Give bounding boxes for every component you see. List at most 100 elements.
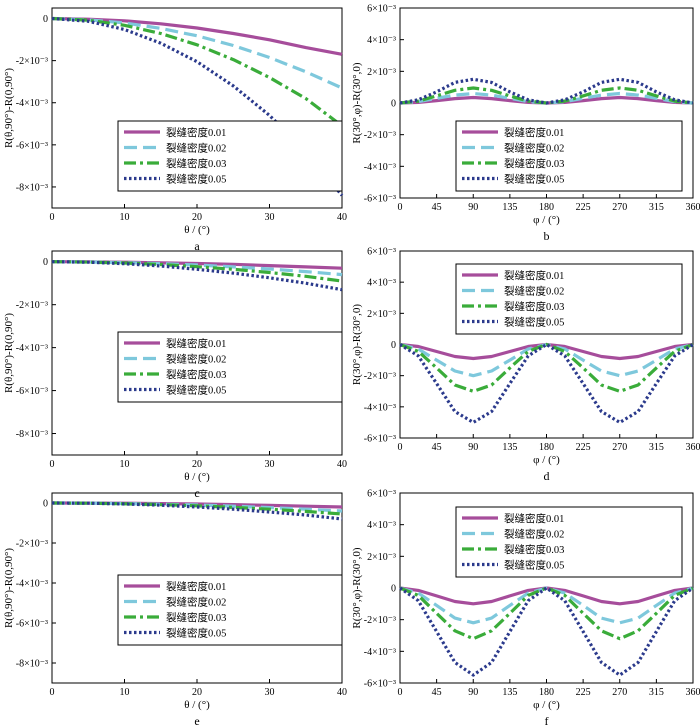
legend-label: 裂缝密度0.01: [504, 269, 564, 282]
x-tick-label: 0: [50, 459, 55, 470]
legend-label: 裂缝密度0.03: [504, 300, 564, 313]
legend: 裂缝密度0.01 裂缝密度0.02 裂缝密度0.03 裂缝密度0.05: [117, 331, 343, 403]
x-tick-label: 135: [502, 202, 517, 213]
chart-panel-f: 0 45 90 135 180 225 270 315 360 6×10⁻³ 4×10⁻³ 2×10⁻…: [351, 489, 700, 726]
x-tick-label: 40: [337, 687, 347, 698]
legend: 裂缝密度0.01 裂缝密度0.02 裂缝密度0.03 裂缝密度0.05: [117, 574, 343, 646]
legend-label: 裂缝密度0.05: [166, 172, 226, 185]
y-axis-label: R(30°,φ)-R(30°,0): [351, 62, 363, 143]
y-tick-label: -4×10⁻³: [364, 162, 396, 173]
y-tick-label: -4×10⁻³: [16, 343, 48, 354]
legend-label: 裂缝密度0.02: [504, 527, 564, 540]
legend-label: 裂缝密度0.02: [504, 284, 564, 297]
x-tick-label: 360: [686, 202, 700, 213]
x-axis-label: θ / (°): [184, 471, 210, 483]
x-tick-label: 225: [576, 202, 591, 213]
series-line-4: [399, 586, 694, 677]
y-axis-label: R(30°,φ)-R(30°,0): [351, 547, 363, 628]
legend-label: 裂缝密度0.03: [166, 368, 226, 381]
legend-label: 裂缝密度0.02: [166, 352, 226, 365]
y-tick-label: -6×10⁻³: [364, 679, 396, 690]
y-tick-label: 4×10⁻³: [367, 520, 396, 531]
y-tick-label: -4×10⁻³: [16, 98, 48, 109]
x-tick-label: 0: [50, 212, 55, 223]
series-line-1: [399, 342, 694, 361]
y-tick-label: -6×10⁻³: [16, 619, 48, 630]
x-axis-label: θ / (°): [184, 699, 210, 711]
legend-label: 裂缝密度0.05: [504, 558, 564, 571]
y-tick-label: 2×10⁻³: [367, 67, 396, 78]
x-tick-label: 90: [468, 442, 478, 453]
x-tick-label: 20: [192, 687, 202, 698]
legend-label: 裂缝密度0.01: [504, 512, 564, 525]
legend-label: 裂缝密度0.03: [166, 611, 226, 624]
legend-label: 裂缝密度0.01: [166, 580, 226, 593]
series-line-3: [399, 586, 694, 641]
x-tick-label: 45: [432, 442, 442, 453]
legend-label: 裂缝密度0.02: [166, 595, 226, 608]
series-line-2: [399, 91, 694, 105]
y-tick-label: -2×10⁻³: [16, 300, 48, 311]
series-line-3: [51, 260, 343, 283]
y-tick-label: -2×10⁻³: [364, 130, 396, 141]
legend: 裂缝密度0.01 裂缝密度0.02 裂缝密度0.03 裂缝密度0.05: [455, 120, 683, 192]
y-axis-label: R(θ,90°)-R(0,90°): [3, 313, 15, 393]
y-tick-label: 2×10⁻³: [367, 309, 396, 320]
x-tick-label: 0: [398, 442, 403, 453]
x-tick-label: 270: [612, 687, 627, 698]
x-tick-label: 20: [192, 459, 202, 470]
legend: 裂缝密度0.01 裂缝密度0.02 裂缝密度0.03 裂缝密度0.05: [455, 263, 683, 335]
x-tick-label: 315: [649, 687, 664, 698]
x-axis-label: θ / (°): [184, 224, 210, 236]
y-tick-label: -8×10⁻³: [16, 182, 48, 193]
y-tick-label: -2×10⁻³: [16, 56, 48, 67]
legend-label: 裂缝密度0.03: [504, 157, 564, 170]
y-tick-label: -4×10⁻³: [364, 647, 396, 658]
chart-panel-b: 0 45 90 135 180 225 270 315 360 6×10⁻³ 4×10⁻³ 2×10⁻…: [351, 4, 700, 244]
x-tick-label: 180: [539, 442, 554, 453]
panel-label: b: [544, 229, 550, 243]
y-axis-label: R(θ,90°)-R(0,90°): [3, 68, 15, 148]
legend-label: 裂缝密度0.02: [166, 141, 226, 154]
panel-label: e: [194, 714, 199, 726]
legend-label: 裂缝密度0.05: [504, 315, 564, 328]
x-tick-label: 30: [265, 212, 275, 223]
series-line-3: [399, 342, 694, 393]
x-tick-label: 270: [612, 202, 627, 213]
y-tick-label: -6×10⁻³: [364, 194, 396, 205]
x-tick-label: 45: [432, 202, 442, 213]
series-line-2: [399, 342, 694, 378]
x-tick-label: 225: [576, 442, 591, 453]
series-line-3: [399, 86, 694, 105]
y-axis-label: R(θ,90°)-R(0,90°): [3, 548, 15, 628]
legend-label: 裂缝密度0.05: [166, 383, 226, 396]
y-tick-label: -8×10⁻³: [16, 429, 48, 440]
x-tick-label: 270: [612, 442, 627, 453]
y-tick-label: 6×10⁻³: [367, 4, 396, 15]
y-tick-label: -6×10⁻³: [364, 434, 396, 445]
x-tick-label: 135: [502, 687, 517, 698]
chart-panel-e: 0 10 20 30 40 0 -2×10⁻³ -4×10⁻³ -6×10⁻³ -8×10⁻³ θ …: [3, 492, 347, 726]
y-tick-label: 6×10⁻³: [367, 247, 396, 258]
legend-label: 裂缝密度0.02: [504, 141, 564, 154]
x-tick-label: 315: [649, 202, 664, 213]
panel-label: a: [194, 239, 200, 253]
x-tick-label: 315: [649, 442, 664, 453]
legend-label: 裂缝密度0.05: [166, 626, 226, 639]
x-tick-label: 225: [576, 687, 591, 698]
series-line-4: [51, 260, 343, 292]
y-tick-label: 0: [43, 499, 48, 510]
y-tick-label: -4×10⁻³: [16, 579, 48, 590]
panel-label: d: [544, 469, 550, 483]
x-tick-label: 10: [120, 687, 130, 698]
x-tick-label: 90: [468, 687, 478, 698]
x-tick-label: 90: [468, 202, 478, 213]
y-tick-label: -6×10⁻³: [16, 140, 48, 151]
legend-label: 裂缝密度0.03: [166, 157, 226, 170]
x-tick-label: 360: [686, 687, 700, 698]
series-line-2: [399, 586, 694, 625]
x-axis-label: φ / (°): [533, 214, 560, 226]
series-line-4: [399, 77, 694, 105]
x-tick-label: 30: [265, 687, 275, 698]
y-tick-label: -8×10⁻³: [16, 659, 48, 670]
